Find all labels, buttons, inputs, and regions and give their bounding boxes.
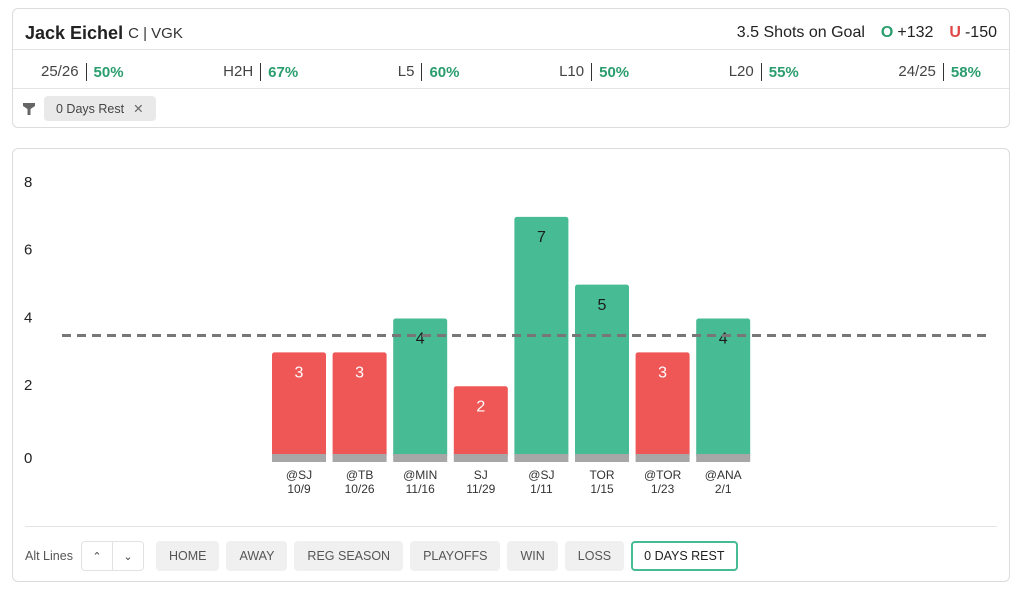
split: 25/26 50% <box>41 63 124 81</box>
divider <box>13 88 1009 89</box>
x-tick-date: 10/9 <box>287 482 311 496</box>
step-up[interactable]: ⌃ <box>92 550 102 563</box>
filter-button[interactable]: LOSS <box>564 541 625 571</box>
split: L5 60% <box>398 63 460 81</box>
alt-lines-label: Alt Lines <box>25 549 73 563</box>
value-label: 5 <box>598 297 607 314</box>
over-odds: +132 <box>897 24 934 41</box>
split-label: H2H <box>223 63 262 81</box>
y-tick-label: 8 <box>24 174 32 191</box>
footer: Alt Lines ⌃ ⌄ HOME AWAY REG SEASON PLAYOFFS W… <box>25 541 738 571</box>
divider <box>13 49 1009 50</box>
split-label: L5 <box>398 63 423 81</box>
split-label: 25/26 <box>41 63 87 81</box>
value-label: 3 <box>658 365 667 382</box>
x-tick-date: 11/16 <box>406 482 435 496</box>
y-tick-label: 4 <box>24 309 32 326</box>
bar <box>696 318 751 458</box>
filter-button[interactable]: AWAY <box>226 541 288 571</box>
filter-button[interactable]: PLAYOFFS <box>410 541 501 571</box>
line-value: 3.5 <box>736 24 760 41</box>
value-label: 4 <box>416 331 425 348</box>
split-value: 50% <box>93 63 124 81</box>
split: H2H 67% <box>223 63 298 81</box>
bar <box>393 318 448 458</box>
over-label: O <box>880 24 894 41</box>
value-label: 2 <box>476 398 485 415</box>
bar <box>575 284 629 458</box>
split: L10 50% <box>559 63 629 81</box>
bar <box>514 216 569 458</box>
split-value: 50% <box>599 63 630 81</box>
split: L20 55% <box>729 63 799 81</box>
chart-panel: Alt Lines ⌃ ⌄ HOME AWAY REG SEASON PLAYOFFS W… <box>12 148 1010 582</box>
bar-base <box>393 454 448 462</box>
divider <box>25 526 997 527</box>
bar-base <box>575 454 629 462</box>
filter-buttons: HOME AWAY REG SEASON PLAYOFFS WIN LOSS 0 DAYS … <box>155 541 738 571</box>
step-down[interactable]: ⌄ <box>111 542 143 570</box>
x-tick-date: 11/29 <box>466 482 495 496</box>
bar <box>332 352 387 458</box>
y-tick-label: 2 <box>24 377 32 394</box>
filter-button[interactable]: HOME <box>155 541 220 571</box>
bar-base <box>453 454 508 462</box>
bar-base <box>514 454 569 462</box>
split-value: 55% <box>768 63 799 81</box>
split-label: L10 <box>559 63 593 81</box>
player-position: C | VGK <box>128 24 183 42</box>
x-tick-label: TOR <box>589 468 614 482</box>
x-tick-label: @ANA <box>705 468 742 482</box>
chip-label: 0 Days Rest <box>56 102 125 116</box>
split: 24/25 58% <box>898 63 981 81</box>
prop-line: 3.5 Shots on Goal O +132 U -150 <box>737 24 997 42</box>
x-tick-label: @SJ <box>286 468 312 482</box>
x-tick-label: @TOR <box>644 468 682 482</box>
x-tick-label: @SJ <box>528 468 554 482</box>
value-label: 4 <box>719 331 728 348</box>
y-tick-label: 6 <box>24 242 32 259</box>
bar <box>272 352 326 458</box>
splits: 25/26 50% H2H 67% L5 60% L10 50% L20 55% 24/25 58% <box>41 57 981 87</box>
x-tick-date: 2/1 <box>715 482 732 496</box>
stat-name: Shots on Goal <box>763 24 865 41</box>
filter-row: 0 Days Rest ✕ <box>23 96 156 121</box>
bar-base <box>696 454 751 462</box>
filter-chip[interactable]: 0 Days Rest ✕ <box>44 96 156 121</box>
value-label: 3 <box>295 365 304 382</box>
value-label: 3 <box>355 365 364 382</box>
filter-button[interactable]: WIN <box>507 541 558 571</box>
bar <box>635 352 690 458</box>
bar-base <box>272 454 326 462</box>
x-tick-label: @MIN <box>403 468 437 482</box>
under-odds: -150 <box>964 24 997 41</box>
header-panel: Jack Eichel C | VGK 3.5 Shots on Goal O +… <box>12 8 1010 128</box>
filter-button[interactable]: REG SEASON <box>294 541 404 571</box>
split-value: 58% <box>950 63 981 81</box>
split-label: L20 <box>729 63 762 81</box>
bar <box>453 386 508 458</box>
split-value: 60% <box>429 63 460 81</box>
x-tick-label: SJ <box>474 468 488 482</box>
chip-close[interactable]: ✕ <box>133 102 144 116</box>
player-name: Jack Eichel <box>25 22 124 43</box>
split-value: 67% <box>268 63 299 81</box>
alt-line-steppers: ⌃ ⌄ <box>80 541 144 571</box>
x-tick-date: 10/26 <box>345 482 375 496</box>
x-tick-date: 1/23 <box>651 482 675 496</box>
split-label: 24/25 <box>898 63 944 81</box>
x-tick-date: 1/15 <box>590 482 614 496</box>
filter-icon <box>23 102 35 115</box>
x-tick-label: @TB <box>346 468 374 482</box>
value-label: 7 <box>537 229 546 246</box>
filter-button[interactable]: 0 DAYS REST <box>631 541 738 571</box>
bar-base <box>635 454 690 462</box>
title-row: Jack Eichel C | VGK 3.5 Shots on Goal O +… <box>25 17 997 49</box>
under-label: U <box>949 24 961 41</box>
y-tick-label: 0 <box>24 450 32 467</box>
x-tick-date: 1/11 <box>530 482 553 496</box>
bar-base <box>332 454 387 462</box>
